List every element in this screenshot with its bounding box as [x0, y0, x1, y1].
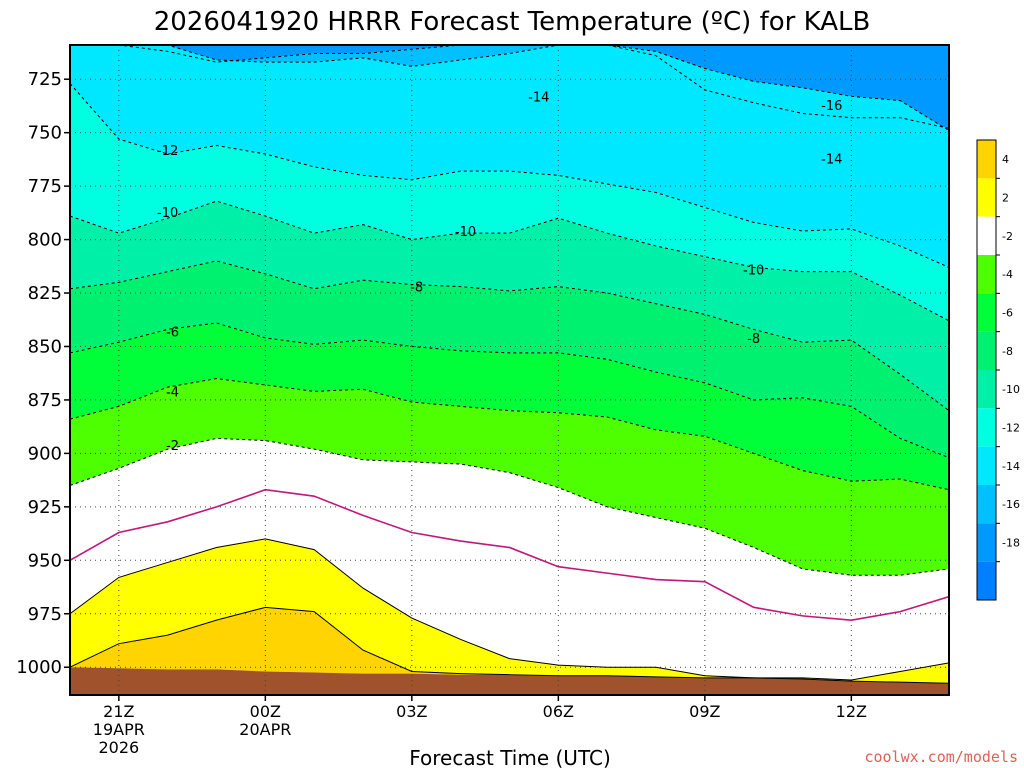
- colorbar-swatch: [977, 140, 996, 179]
- temperature-band: [70, 45, 949, 268]
- contour-label: -2: [166, 439, 179, 454]
- contour-lines: [70, 45, 949, 684]
- contour-label: -16: [821, 99, 842, 114]
- temperature-band: [70, 489, 949, 681]
- colorbar-legend: 4 2 -2 -4 -6 -8 -10 -12 -14 -16 -18: [976, 139, 1020, 601]
- x-tick-label: 21Z: [103, 702, 134, 721]
- contour-label: -8: [747, 332, 760, 347]
- x-tick-label: 20APR: [239, 720, 291, 739]
- y-tick-label: 825: [28, 283, 62, 304]
- x-tick-label: 19APR: [93, 720, 145, 739]
- colorbar-swatch: [977, 255, 996, 294]
- contour-label: -12: [157, 144, 178, 159]
- colorbar-tick-label: -8: [1002, 345, 1013, 358]
- temperature-band: [70, 260, 949, 458]
- isotherm-0: [70, 488, 949, 621]
- y-tick-label: 900: [28, 443, 62, 464]
- temperature-band: [70, 438, 949, 621]
- colorbar-swatch: [977, 446, 996, 485]
- contour-label: -10: [157, 206, 178, 221]
- colorbar-tick-label: 2: [1002, 192, 1009, 205]
- plot-frame: [69, 44, 950, 696]
- colorbar-tick-label: -18: [1002, 537, 1020, 550]
- chart-title: 2026041920 HRRR Forecast Temperature (ºC…: [154, 7, 871, 37]
- ground-terrain: [70, 667, 949, 695]
- plot-area: [70, 45, 949, 695]
- temperature-band: [70, 45, 949, 129]
- gridlines: [70, 45, 949, 695]
- colorbar-swatch: [977, 178, 996, 217]
- colorbar-swatch: [977, 293, 996, 332]
- y-tick-label: 800: [28, 230, 62, 251]
- colorbar-tick-label: -10: [1002, 383, 1020, 396]
- y-tick-label: 775: [28, 176, 62, 197]
- contour-label: -14: [528, 90, 549, 105]
- contour-label: -6: [166, 326, 179, 341]
- colorbar-tick-label: -12: [1002, 422, 1020, 435]
- y-axis-ticks: 725 750 775 800 825 850 875 900 925 950 975 1000: [16, 69, 70, 678]
- colorbar-swatch: [977, 561, 996, 600]
- temperature-band: [70, 83, 949, 321]
- x-tick-label: 12Z: [836, 702, 867, 721]
- isotherm-2: [70, 538, 949, 681]
- contour-label: -4: [166, 385, 179, 400]
- contour-label: -14: [821, 152, 842, 167]
- colorbar-tick-label: -2: [1002, 230, 1013, 243]
- isotherm-minus6: [70, 322, 949, 459]
- x-axis-label: Forecast Time (UTC): [409, 746, 611, 768]
- x-tick-label: 00Z: [250, 702, 281, 721]
- temperature-band: [70, 538, 949, 684]
- colorbar-tick-label: 4: [1002, 153, 1009, 166]
- contour-label: -10: [455, 225, 476, 240]
- x-tick-label: 2026: [98, 738, 139, 757]
- contour-label: -8: [410, 281, 423, 296]
- y-tick-label: 850: [28, 336, 62, 357]
- contour-label: -10: [743, 264, 764, 279]
- colorbar-tick-label: -14: [1002, 460, 1020, 473]
- contour-labels: -14 -16 -12 -14 -10 -10 -10 -8 -6 -8 -4 -2: [157, 90, 842, 454]
- y-tick-label: 1000: [16, 657, 62, 678]
- colorbar-swatch: [977, 370, 996, 409]
- temperature-band: [70, 201, 949, 411]
- colorbar-swatch: [977, 485, 996, 524]
- axes: [69, 44, 950, 696]
- isotherm-4: [70, 606, 949, 684]
- isotherm-minus4: [70, 378, 949, 491]
- temperature-band: [70, 607, 949, 684]
- colorbar-swatch: [977, 216, 996, 255]
- y-tick-label: 925: [28, 497, 62, 518]
- x-tick-label: 06Z: [543, 702, 574, 721]
- colorbar-swatch: [977, 331, 996, 370]
- y-tick-label: 975: [28, 604, 62, 625]
- y-tick-label: 725: [28, 69, 62, 90]
- colorbar-swatch: [977, 408, 996, 447]
- y-tick-label: 750: [28, 123, 62, 144]
- x-tick-label: 09Z: [689, 702, 720, 721]
- temperature-band: [70, 322, 949, 490]
- colorbar-swatch: [977, 523, 996, 562]
- colorbar-tick-label: -16: [1002, 498, 1020, 511]
- y-tick-label: 950: [28, 550, 62, 571]
- colorbar-tick-label: -6: [1002, 307, 1013, 320]
- site-credit: coolwx.com/models: [864, 748, 1018, 766]
- isotherm-minus10: [70, 200, 949, 322]
- isotherm-minus2: [70, 437, 949, 576]
- x-tick-label: 03Z: [396, 702, 427, 721]
- temperature-band: [70, 378, 949, 576]
- isotherm-minus12: [70, 83, 949, 268]
- colorbar-tick-label: -4: [1002, 268, 1013, 281]
- y-tick-label: 875: [28, 390, 62, 411]
